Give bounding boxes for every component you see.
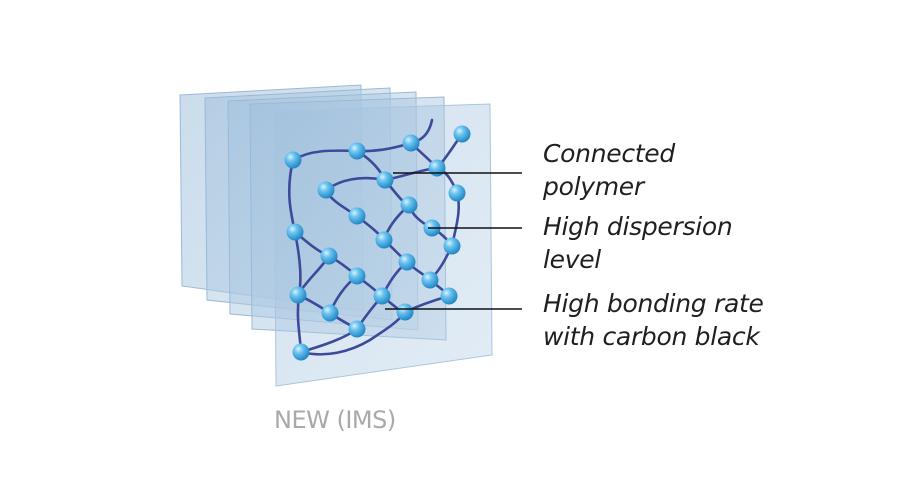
callout-bonding-rate: High bonding rate with carbon black: [543, 287, 764, 353]
node: [375, 231, 393, 249]
node: [320, 247, 338, 265]
node: [440, 287, 458, 305]
node: [396, 303, 414, 321]
node: [348, 207, 366, 225]
node: [286, 223, 304, 241]
node: [348, 320, 366, 338]
callout-line: Connected: [543, 139, 675, 168]
node: [348, 142, 366, 160]
node: [284, 151, 302, 169]
node: [317, 181, 335, 199]
node: [421, 271, 439, 289]
node: [428, 159, 446, 177]
node: [448, 184, 466, 202]
callout-line: with carbon black: [543, 322, 760, 351]
polymer-nodes: [284, 125, 471, 361]
node: [321, 304, 339, 322]
callout-high-dispersion: High dispersion level: [543, 210, 733, 276]
node: [402, 134, 420, 152]
node: [400, 196, 418, 214]
callout-connected-polymer: Connected polymer: [543, 137, 675, 203]
leader-lines: [385, 172, 522, 310]
node: [373, 287, 391, 305]
node: [443, 237, 461, 255]
callout-line: polymer: [543, 172, 644, 201]
diagram-caption: NEW (IMS): [274, 406, 396, 434]
callout-line: High dispersion: [543, 212, 733, 241]
callout-line: level: [543, 245, 601, 274]
node: [289, 286, 307, 304]
node: [348, 267, 366, 285]
node: [453, 125, 471, 143]
node: [376, 171, 394, 189]
callout-line: High bonding rate: [543, 289, 764, 318]
node: [292, 343, 310, 361]
node: [398, 253, 416, 271]
